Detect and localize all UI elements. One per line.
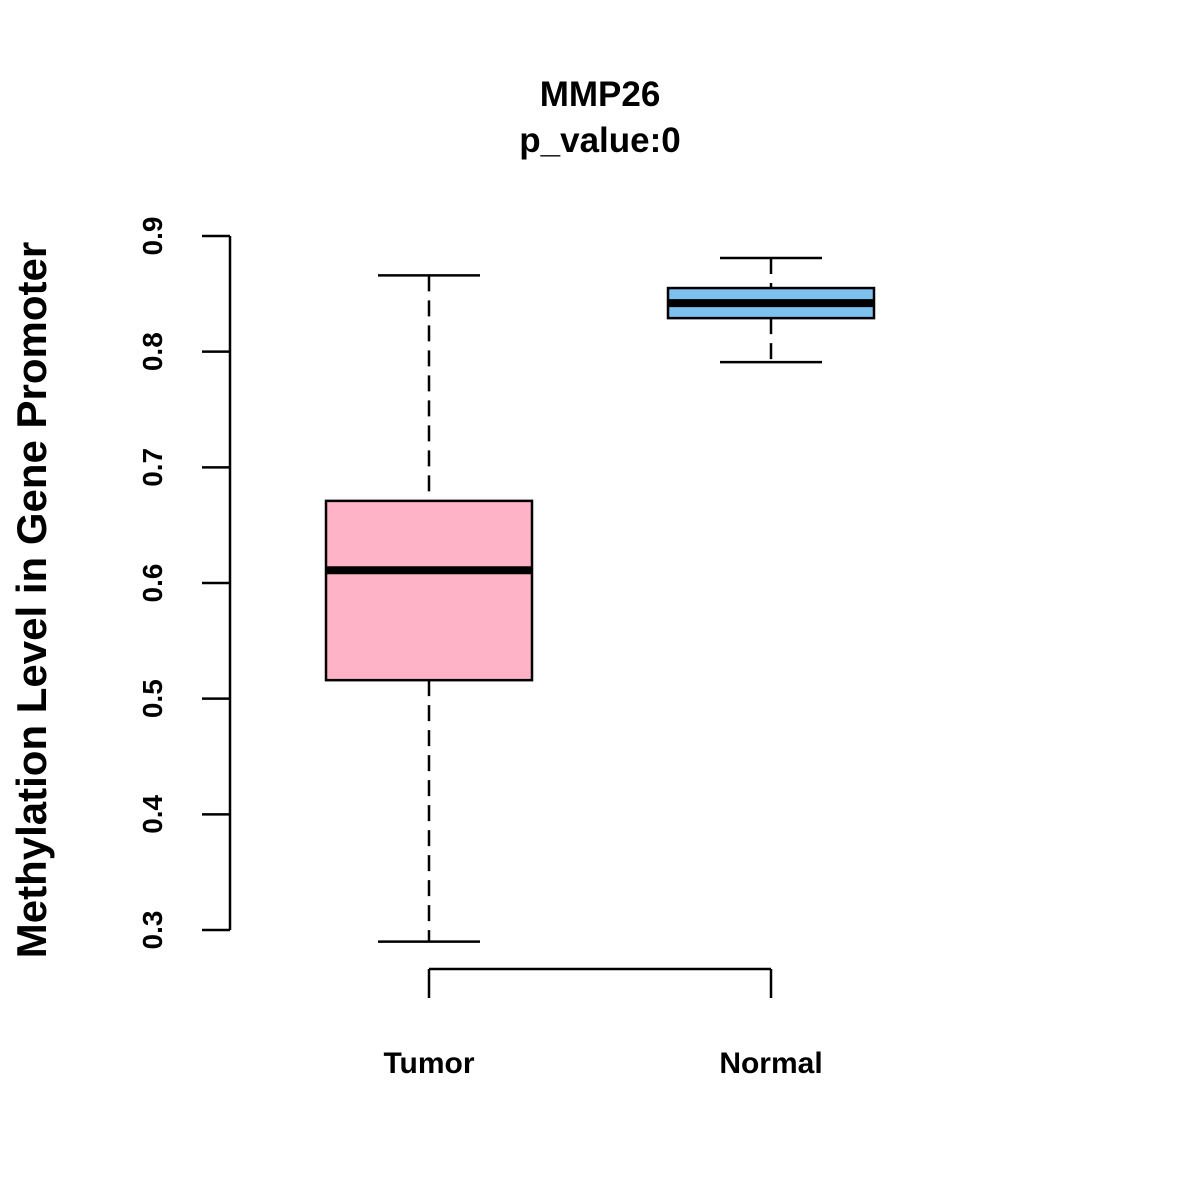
y-axis: 0.3 0.4 0.5 0.6 0.7 0.8 0.9 (137, 217, 232, 950)
x-tick-label-tumor: Tumor (383, 1047, 474, 1080)
y-tick-label: 0.9 (137, 217, 168, 256)
y-tick-label: 0.6 (137, 564, 168, 603)
boxes (324, 256, 876, 943)
iqr-box (324, 499, 534, 682)
chart-subtitle: p_value:0 (519, 121, 680, 160)
x-axis: Tumor Normal (383, 967, 823, 1080)
y-tick-label: 0.8 (137, 332, 168, 371)
y-axis-label: Methylation Level in Gene Promoter (8, 242, 55, 958)
y-tick-label: 0.4 (137, 794, 168, 833)
box-group-tumor (324, 274, 534, 943)
x-tick-label-normal: Normal (719, 1047, 822, 1080)
chart-title: MMP26 (540, 75, 661, 114)
y-tick-label: 0.5 (137, 679, 168, 718)
box-group-normal (666, 256, 876, 364)
y-tick-label: 0.7 (137, 448, 168, 487)
y-tick-label: 0.3 (137, 911, 168, 950)
